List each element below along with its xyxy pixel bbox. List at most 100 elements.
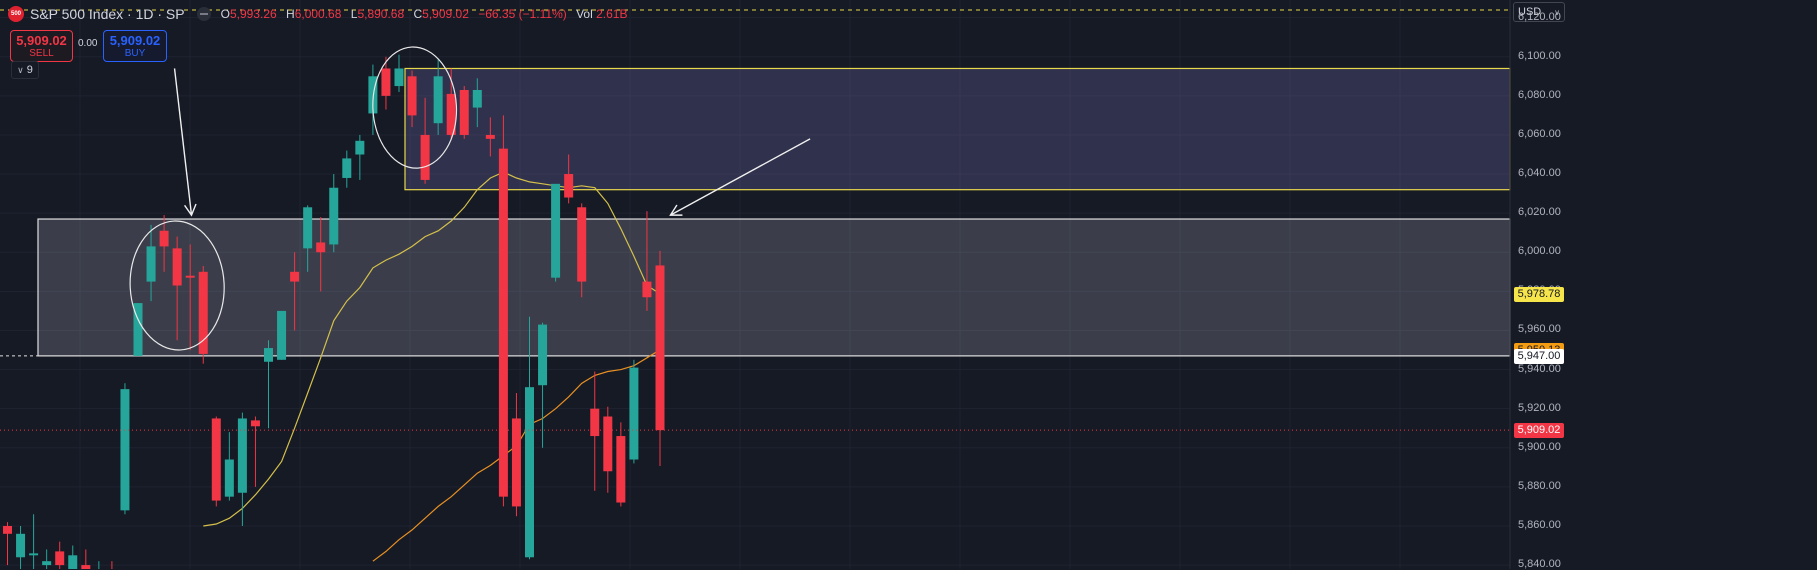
candle — [185, 244, 195, 351]
candle-body — [290, 271, 300, 282]
price-tick: 6,040.00 — [1518, 167, 1561, 180]
volume-value: 2.61B — [596, 7, 628, 21]
candle-body — [381, 68, 391, 96]
price-lines — [0, 9, 1510, 431]
price-label: 5,947.00 — [1514, 348, 1564, 364]
candle — [81, 549, 91, 569]
candle-body — [420, 134, 430, 180]
candle-body — [603, 416, 613, 472]
sp500-logo-icon: 500 — [8, 6, 24, 22]
candle-body — [316, 242, 326, 253]
candle — [498, 115, 508, 507]
symbol-title[interactable]: S&P 500 Index · 1D · SP — [30, 6, 185, 22]
candle-body — [277, 310, 287, 360]
candle-body — [159, 230, 169, 247]
candle — [525, 316, 534, 560]
candle — [303, 205, 313, 272]
currency-select[interactable]: USD ∨ — [1513, 2, 1565, 22]
candle — [29, 514, 39, 569]
candle-body — [42, 561, 52, 566]
candle-body — [185, 275, 195, 278]
price-tick: 5,840.00 — [1518, 558, 1561, 570]
collapse-legend-icon[interactable] — [196, 7, 211, 21]
candle — [146, 224, 156, 302]
candle-body — [642, 281, 652, 298]
candle-body — [655, 265, 665, 431]
candle-body — [68, 555, 78, 569]
spread-value: 0.00 — [78, 38, 98, 49]
candle-body — [564, 174, 574, 198]
price-label: 5,978.78 — [1514, 286, 1564, 302]
candle — [211, 416, 221, 507]
price-tick: 5,960.00 — [1518, 323, 1561, 336]
price-tick: 6,080.00 — [1518, 88, 1561, 101]
price-tick: 5,860.00 — [1518, 518, 1561, 531]
candle — [577, 203, 587, 298]
down-arrow-head — [184, 203, 197, 217]
candle-body — [55, 551, 65, 566]
chevron-down-icon: ∨ — [1554, 7, 1560, 17]
price-tick: 5,940.00 — [1518, 362, 1561, 375]
candle — [381, 56, 391, 110]
low-label: L — [350, 7, 358, 21]
candle — [316, 217, 326, 292]
open-value: 5,993.26 — [229, 7, 277, 21]
candle — [551, 183, 561, 282]
low-value: 5,890.68 — [357, 7, 405, 21]
candle — [590, 371, 600, 491]
price-label: 5,909.02 — [1514, 423, 1564, 439]
candle — [290, 252, 300, 331]
candle-body — [264, 348, 273, 362]
ohlc-values: O5,993.26 H6,000.68 L5,890.68 C5,909.02 … — [221, 7, 628, 21]
change-value: −66.35 (−1.11%) — [478, 7, 567, 21]
sell-button[interactable]: 5,909.02 SELL — [10, 30, 73, 62]
candle — [133, 303, 143, 356]
buy-button[interactable]: 5,909.02 BUY — [103, 30, 167, 62]
top-ellipse — [372, 46, 458, 169]
candle-body — [433, 76, 443, 124]
ma-fast-line — [203, 171, 661, 527]
candle — [3, 522, 12, 566]
symbol-header: 500 S&P 500 Index · 1D · SP O5,993.26 H6… — [8, 4, 627, 24]
candle — [407, 70, 417, 128]
candle — [16, 525, 26, 569]
candle — [342, 150, 352, 188]
candle — [172, 236, 182, 341]
open-label: O — [220, 7, 230, 21]
candle — [538, 322, 548, 448]
candle-body — [577, 207, 587, 282]
candle-body — [446, 93, 456, 135]
candle — [472, 78, 482, 128]
price-tick: 5,920.00 — [1518, 401, 1561, 414]
sell-price: 5,909.02 — [16, 32, 67, 48]
candle — [616, 422, 626, 507]
candle — [68, 545, 78, 569]
candle-body — [472, 89, 482, 108]
candle — [642, 211, 652, 311]
volume-label: Vol — [576, 7, 593, 21]
candle-body — [224, 459, 234, 497]
high-label: H — [286, 7, 295, 21]
candle — [629, 359, 639, 464]
candle — [264, 340, 273, 429]
left-arrow-head — [669, 204, 683, 216]
annotation-drawings — [129, 46, 811, 351]
candle — [655, 250, 665, 467]
candle — [329, 174, 339, 253]
price-tick: 6,020.00 — [1518, 206, 1561, 219]
candle-body — [3, 525, 12, 534]
buy-price: 5,909.02 — [109, 32, 161, 48]
price-tick: 6,060.00 — [1518, 127, 1561, 140]
candle-body — [551, 183, 561, 278]
indicators-toggle[interactable]: ∨ 9 — [11, 61, 39, 79]
candle — [42, 549, 52, 569]
price-tick: 6,000.00 — [1518, 245, 1561, 258]
candle-body — [211, 418, 221, 501]
candle — [277, 310, 287, 360]
high-value: 6,000.68 — [294, 7, 342, 21]
candle — [485, 117, 495, 157]
candle-body — [172, 248, 182, 286]
candle — [120, 383, 130, 515]
candle-body — [485, 134, 495, 139]
